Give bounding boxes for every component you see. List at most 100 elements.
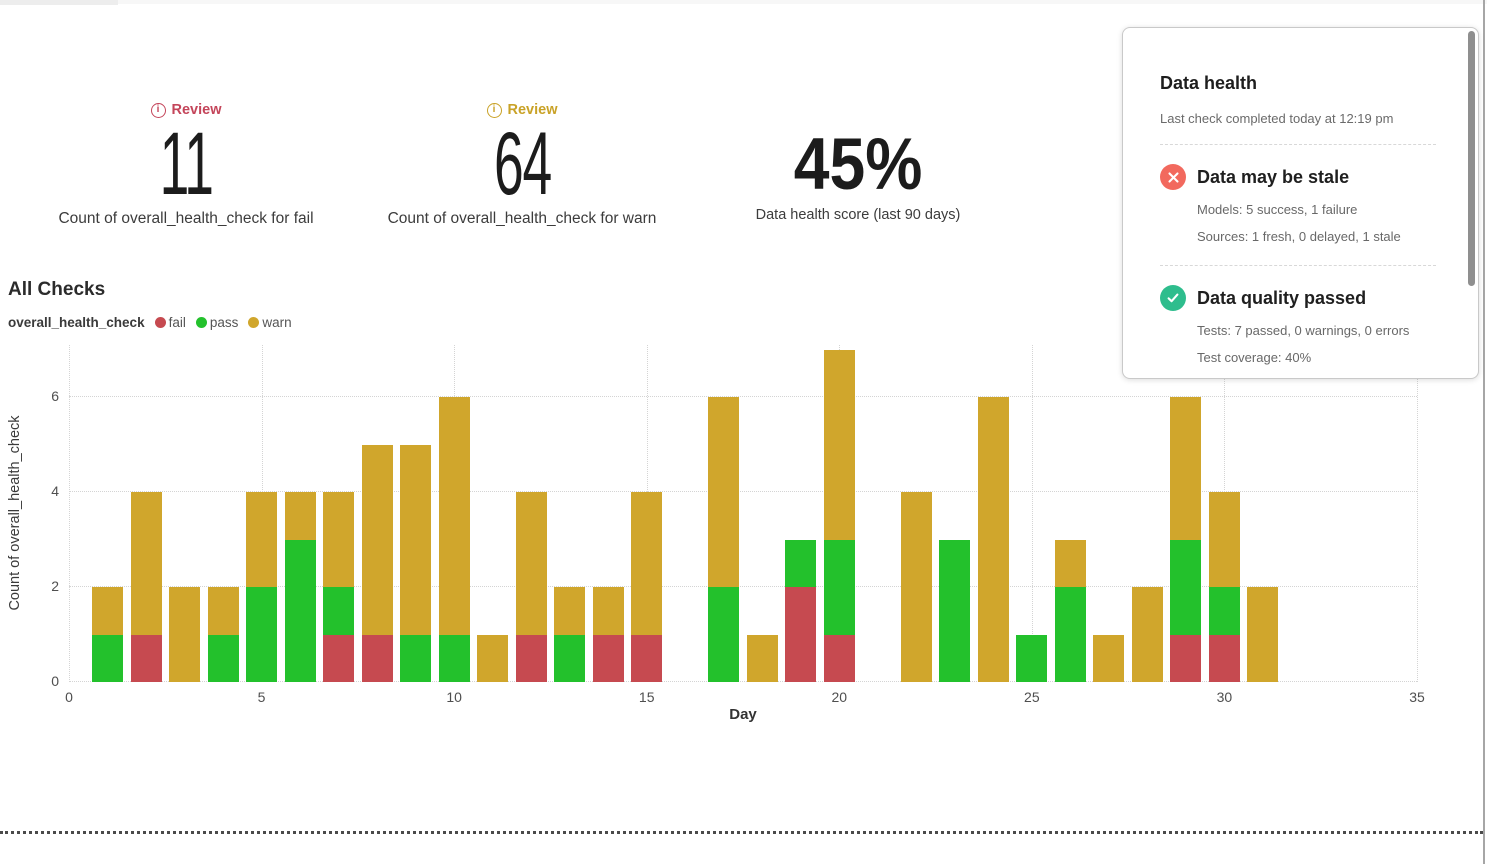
bar-day2-warn[interactable]	[130, 492, 162, 635]
y-axis-title: Count of overall_health_check	[7, 415, 23, 611]
legend-item-pass[interactable]: pass	[195, 315, 238, 330]
bar-day15-warn[interactable]	[631, 492, 663, 635]
bar-day23-pass[interactable]	[939, 539, 971, 682]
bar-day7-pass[interactable]	[323, 587, 355, 635]
panel-title: Data health	[1160, 73, 1258, 93]
x-axis-title: Day	[729, 706, 757, 723]
bar-day7-warn[interactable]	[323, 492, 355, 588]
bar-day1-warn[interactable]	[92, 587, 123, 635]
bar-day12-warn[interactable]	[515, 492, 547, 635]
bar-day7-fail[interactable]	[323, 634, 355, 682]
bar-day10-pass[interactable]	[438, 634, 470, 682]
kpi-value-fail: 11	[159, 113, 213, 213]
bar-day9-pass[interactable]	[400, 634, 432, 682]
x-tick-label: 35	[1409, 689, 1425, 705]
legend-series-name: overall_health_check	[8, 315, 145, 330]
bar-day14-warn[interactable]	[592, 587, 624, 635]
bar-day17-warn[interactable]	[708, 397, 740, 588]
bar-day9-warn[interactable]	[400, 444, 432, 635]
bar-day29-pass[interactable]	[1170, 539, 1202, 635]
bar-day20-fail[interactable]	[823, 634, 855, 682]
y-tick-label: 2	[51, 578, 59, 595]
x-tick-label: 10	[446, 689, 462, 705]
bar-day15-fail[interactable]	[631, 634, 663, 682]
status-section-stale: Data may be stale Models: 5 success, 1 f…	[1160, 164, 1436, 244]
panel-divider	[1160, 144, 1436, 145]
legend-item-warn[interactable]: warn	[248, 315, 292, 330]
bar-day20-pass[interactable]	[823, 539, 855, 635]
bar-day18-warn[interactable]	[746, 634, 778, 682]
legend-label: fail	[168, 315, 186, 330]
bar-day30-fail[interactable]	[1208, 634, 1240, 682]
legend-dot-icon	[248, 317, 260, 328]
gridline-vertical	[1417, 345, 1418, 682]
x-circle-icon	[1160, 164, 1186, 190]
gridline-horizontal	[69, 491, 1417, 493]
bar-day12-fail[interactable]	[515, 634, 547, 682]
bar-day29-fail[interactable]	[1170, 634, 1202, 682]
bar-day10-warn[interactable]	[438, 397, 470, 635]
bar-day6-pass[interactable]	[284, 539, 316, 682]
bar-day30-warn[interactable]	[1208, 492, 1240, 588]
status-heading: Data quality passed	[1197, 287, 1367, 308]
y-tick-label: 0	[51, 673, 59, 689]
panel-scrollbar[interactable]	[1468, 31, 1475, 286]
bar-day8-warn[interactable]	[361, 444, 393, 635]
gridline-horizontal	[69, 586, 1417, 588]
bar-day19-pass[interactable]	[785, 539, 817, 588]
y-tick-label: 4	[51, 483, 59, 500]
page-break-divider	[0, 831, 1483, 834]
kpi-warn-count: i Review 64 Count of overall_health_chec…	[372, 100, 672, 231]
gridline-vertical	[1031, 345, 1033, 682]
bar-day5-warn[interactable]	[246, 492, 278, 588]
bar-day6-warn[interactable]	[284, 492, 316, 540]
bar-day27-warn[interactable]	[1093, 634, 1125, 682]
status-detail: Models: 5 success, 1 failure	[1197, 202, 1358, 217]
x-tick-label: 5	[257, 689, 266, 705]
bar-day14-fail[interactable]	[592, 634, 624, 682]
review-link-warn[interactable]: i Review	[372, 100, 672, 120]
bar-day29-warn[interactable]	[1170, 397, 1202, 540]
review-link-fail[interactable]: i Review	[36, 100, 336, 120]
bar-day26-pass[interactable]	[1054, 587, 1086, 682]
bar-day2-fail[interactable]	[130, 634, 162, 682]
legend-label: warn	[262, 315, 292, 330]
bar-day24-warn[interactable]	[977, 397, 1009, 682]
bar-day1-pass[interactable]	[92, 634, 123, 682]
bar-day8-fail[interactable]	[361, 634, 393, 682]
section-title-all-checks: All Checks	[8, 279, 106, 300]
bar-day17-pass[interactable]	[708, 587, 740, 682]
bar-day13-warn[interactable]	[554, 587, 586, 635]
kpi-label-warn: Count of overall_health_check for warn	[387, 210, 657, 227]
gridline-horizontal	[69, 681, 1417, 682]
x-tick-label: 30	[1216, 689, 1233, 705]
bar-day25-pass[interactable]	[1016, 634, 1048, 682]
bar-day3-warn[interactable]	[169, 587, 201, 682]
bar-day20-warn[interactable]	[823, 349, 855, 540]
bar-day19-fail[interactable]	[785, 587, 817, 682]
status-detail: Tests: 7 passed, 0 warnings, 0 errors	[1197, 323, 1410, 338]
bar-day26-warn[interactable]	[1054, 539, 1086, 588]
window-edge-line	[1483, 0, 1485, 864]
review-label: Review	[507, 102, 558, 118]
status-section-quality: Data quality passed Tests: 7 passed, 0 w…	[1160, 285, 1436, 365]
bar-day4-pass[interactable]	[207, 634, 239, 682]
bar-day5-pass[interactable]	[246, 587, 278, 682]
info-icon: i	[150, 102, 166, 118]
bar-day22-warn[interactable]	[900, 492, 932, 682]
bar-day30-pass[interactable]	[1208, 587, 1240, 635]
bar-day13-pass[interactable]	[554, 634, 586, 682]
x-tick-label: 0	[65, 689, 73, 705]
kpi-value-score: 45%	[793, 124, 923, 205]
bar-day11-warn[interactable]	[477, 634, 509, 682]
legend-dot-icon	[195, 317, 207, 328]
bar-day28-warn[interactable]	[1131, 587, 1163, 682]
bar-day31-warn[interactable]	[1247, 587, 1279, 682]
status-detail: Test coverage: 40%	[1197, 350, 1312, 365]
legend-item-fail[interactable]: fail	[154, 315, 186, 330]
kpi-health-score: 45% Data health score (last 90 days)	[690, 100, 1026, 228]
x-tick-label: 25	[1024, 689, 1040, 705]
y-tick-label: 6	[51, 388, 59, 405]
panel-divider	[1160, 265, 1436, 266]
bar-day4-warn[interactable]	[207, 587, 239, 635]
